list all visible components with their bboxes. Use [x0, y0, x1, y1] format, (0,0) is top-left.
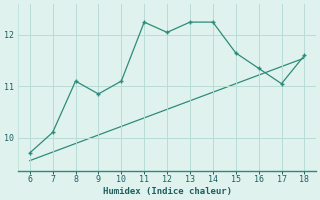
X-axis label: Humidex (Indice chaleur): Humidex (Indice chaleur) [103, 187, 232, 196]
